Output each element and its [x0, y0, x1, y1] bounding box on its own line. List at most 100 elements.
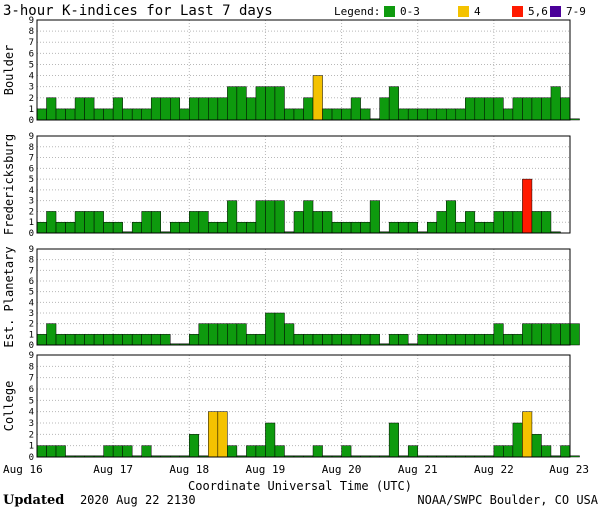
k-index-bar [312, 75, 323, 121]
k-index-bar [541, 323, 552, 346]
k-index-bar [293, 211, 304, 234]
y-tick-label: 0 [29, 341, 34, 351]
k-index-bar [236, 86, 247, 121]
k-index-bar [569, 455, 580, 458]
k-index-bar [265, 86, 276, 121]
k-index-bar [512, 422, 523, 458]
k-index-bar [322, 108, 333, 121]
k-index-bar [65, 221, 76, 234]
k-index-bar [512, 211, 523, 234]
k-index-bar [255, 86, 266, 121]
panel-3: 01 234 567 89 College [2, 351, 580, 463]
k-index-bar [55, 334, 66, 346]
y-tick-label: 6 [29, 277, 34, 287]
y-tick-label: 6 [29, 164, 34, 174]
k-index-bar [512, 334, 523, 346]
panel-label: College [2, 381, 16, 432]
k-index-bar [84, 97, 95, 121]
panel-frame [36, 135, 571, 234]
k-index-bar [189, 211, 200, 234]
k-index-bar [503, 334, 514, 346]
y-tick-label: 0 [29, 229, 34, 239]
footer-updated: Updated 2020 Aug 22 2130 [3, 489, 196, 508]
k-index-bar [522, 323, 533, 346]
y-tick-label: 7 [29, 38, 34, 48]
k-index-bar [417, 334, 428, 346]
k-index-bar [312, 211, 323, 234]
k-index-bar [531, 211, 542, 234]
y-tick-label: 8 [29, 362, 34, 372]
k-index-bar [303, 97, 314, 121]
k-index-bar [227, 323, 238, 346]
x-tick-label: Aug 22 [474, 463, 514, 476]
legend-item-3: 7-9 [566, 5, 586, 18]
k-index-bar [465, 334, 476, 346]
k-index-bar [388, 86, 399, 121]
legend-swatch-1 [458, 6, 469, 17]
k-index-bar [350, 334, 361, 346]
legend-swatch-3 [550, 6, 561, 17]
k-index-bar [246, 221, 257, 234]
k-index-bar [293, 108, 304, 121]
k-index-bar [360, 334, 371, 346]
y-tick-label: 5 [29, 175, 34, 185]
y-tick-label: 9 [29, 132, 34, 142]
k-index-bar [246, 334, 257, 346]
y-tick-label: 9 [29, 16, 34, 26]
k-index-bar [284, 323, 295, 346]
k-index-bar [360, 221, 371, 234]
k-index-bar [331, 221, 342, 234]
x-tick-label: Aug 16 [3, 463, 43, 476]
legend-swatch-0 [384, 6, 395, 17]
k-index-bar [150, 334, 161, 346]
k-index-bar [312, 445, 323, 458]
k-index-bar [198, 323, 209, 346]
k-index-bar [93, 334, 104, 346]
k-index-bar [550, 323, 561, 346]
k-index-bar [65, 108, 76, 121]
k-index-bar [388, 334, 399, 346]
y-tick-label: 3 [29, 419, 34, 429]
k-index-bar [65, 334, 76, 346]
k-index-bar [141, 445, 152, 458]
y-tick-label: 4 [29, 298, 34, 308]
k-index-bar [417, 108, 428, 121]
panel-background [37, 249, 570, 345]
k-index-bar [350, 97, 361, 121]
k-index-bar [503, 445, 514, 458]
k-index-bar [436, 334, 447, 346]
legend-item-2: 5,6 [528, 5, 548, 18]
k-index-bar [407, 445, 418, 458]
k-index-bar [131, 334, 142, 346]
k-index-bar [141, 108, 152, 121]
k-index-bar [131, 108, 142, 121]
k-index-bar [388, 221, 399, 234]
k-index-bar [426, 221, 438, 234]
footer-updated-value: 2020 Aug 22 2130 [80, 493, 196, 507]
k-index-bar [484, 97, 495, 121]
k-index-bar [531, 434, 542, 458]
k-index-bar [246, 97, 257, 121]
y-tick-label: 1 [29, 330, 34, 340]
k-index-bar [274, 312, 285, 346]
k-index-bar [541, 445, 552, 458]
k-index-bar [255, 200, 266, 234]
panel-label: Est. Planetary [2, 246, 16, 347]
y-tick-label: 8 [29, 256, 34, 266]
k-index-bar [341, 221, 352, 234]
x-tick-label: Aug 17 [93, 463, 133, 476]
y-tick-label: 9 [29, 245, 34, 255]
k-index-bar [446, 200, 457, 234]
k-index-bar [36, 445, 47, 458]
k-index-bar [93, 108, 104, 121]
k-index-bar [379, 97, 390, 121]
k-index-bar [36, 221, 47, 234]
k-index-bar [131, 221, 142, 234]
k-index-bar [265, 422, 276, 458]
y-tick-label: 5 [29, 396, 34, 406]
k-index-bar [46, 97, 57, 121]
k-index-bar [122, 445, 133, 458]
y-tick-label: 7 [29, 154, 34, 164]
k-index-bar [227, 200, 238, 234]
